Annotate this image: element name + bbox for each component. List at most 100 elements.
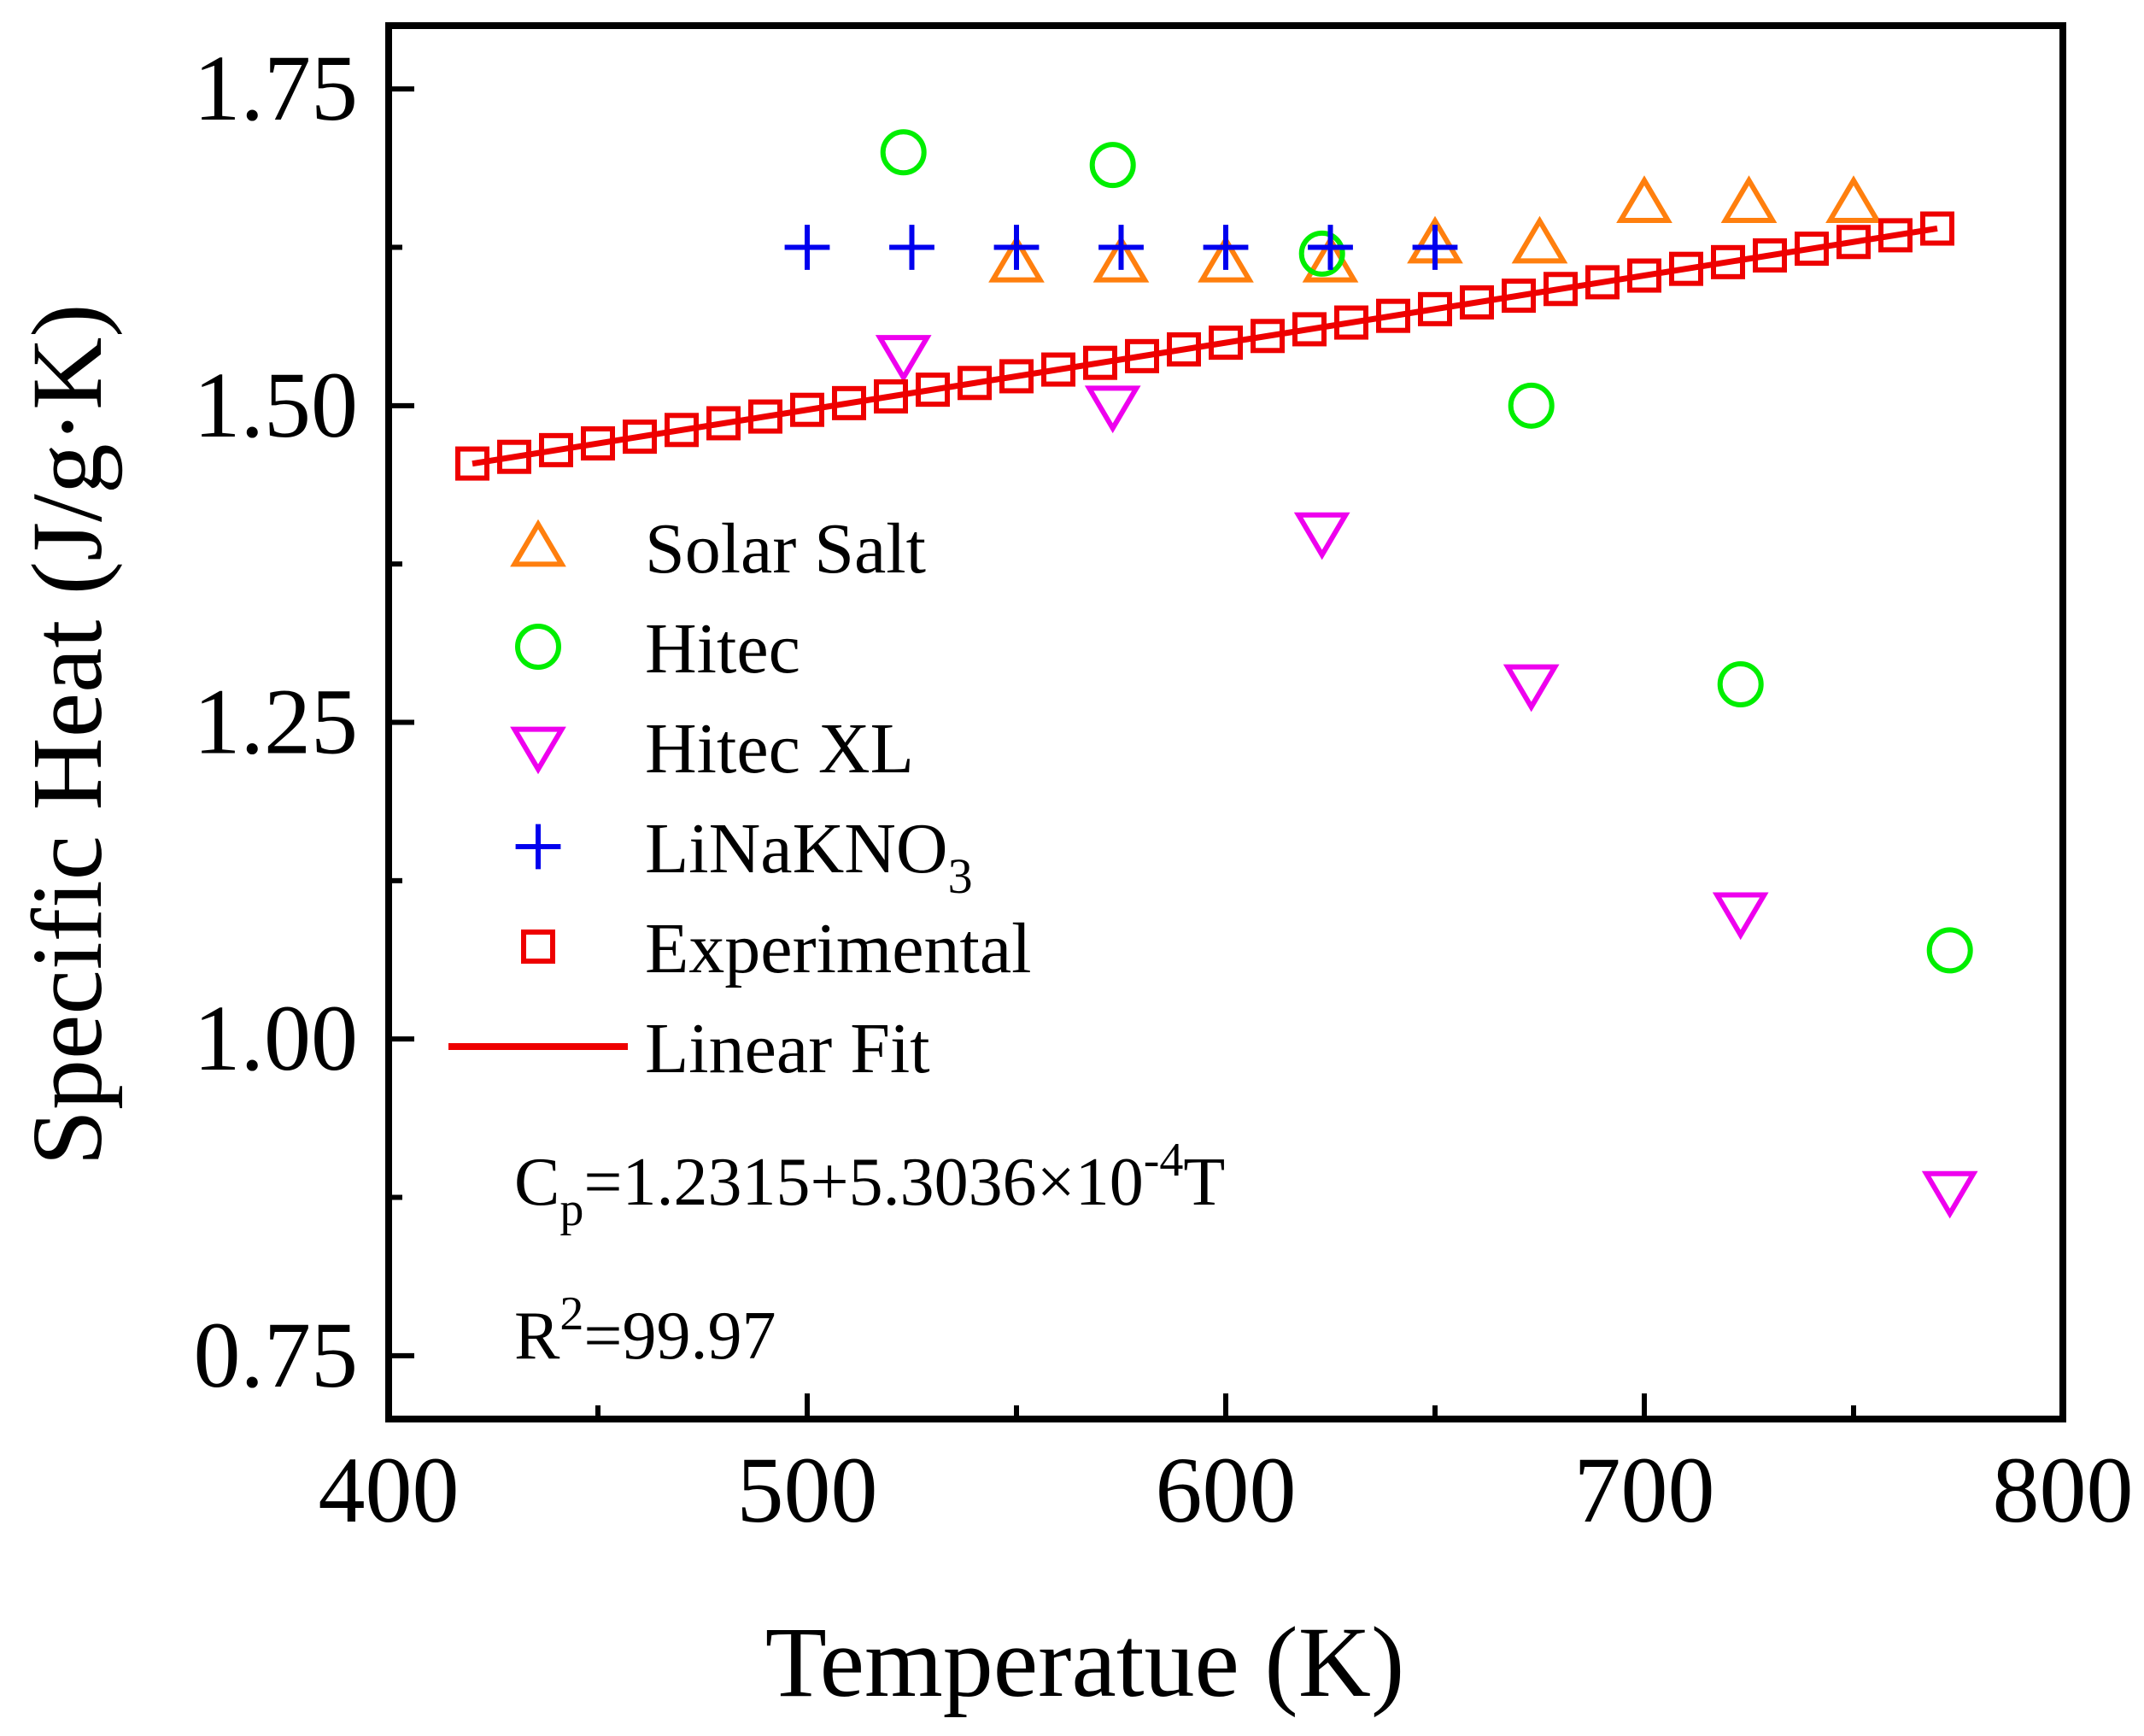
legend-swatch-triangle-up <box>510 519 566 567</box>
experimental-point <box>999 359 1034 394</box>
experimental-point <box>1544 272 1578 307</box>
hitec-xl-point <box>1084 385 1141 434</box>
linear-fit-line <box>472 225 1938 467</box>
solar-salt-point <box>1198 234 1254 283</box>
equation-c: C <box>514 1145 559 1220</box>
legend-item-hitec-xl: Hitec XL <box>510 709 914 789</box>
r2-value: =99.97 <box>583 1299 776 1374</box>
experimental-point <box>748 399 782 434</box>
hitec-point <box>1089 142 1136 189</box>
x-tick-label: 700 <box>1574 1438 1715 1542</box>
experimental-point <box>916 372 950 408</box>
hitec-point <box>1926 927 1973 974</box>
legend-label: Solar Salt <box>645 509 926 589</box>
experimental-point <box>497 439 531 474</box>
legend-item-hitec: Hitec <box>515 609 800 689</box>
experimental-point <box>1251 319 1285 354</box>
experimental-point <box>958 366 992 401</box>
experimental-point <box>1627 258 1661 293</box>
hitec-xl-point <box>1503 664 1560 713</box>
experimental-point <box>1083 345 1117 380</box>
y-tick-label: 0.75 <box>194 1303 359 1407</box>
experimental-point <box>581 426 615 461</box>
series-experimental <box>455 211 1954 481</box>
experimental-point <box>832 385 866 420</box>
equation-body: =1.2315+5.3036×10 <box>583 1145 1143 1220</box>
x-tick-label: 800 <box>1993 1438 2134 1542</box>
hitec-xl-point <box>1293 512 1350 560</box>
series-hitec <box>880 129 1973 974</box>
r2-r: R <box>514 1299 560 1374</box>
experimental-point <box>1795 232 1829 267</box>
data-marks <box>455 129 1978 1219</box>
svg-text:Cp=1.2315+5.3036×10-4T: Cp=1.2315+5.3036×10-4T <box>514 1134 1225 1236</box>
r2-exponent: 2 <box>559 1287 583 1340</box>
solar-salt-point <box>1616 175 1672 223</box>
x-axis-ticks: 400 500 600 700 800 <box>319 1393 2134 1542</box>
linakno-point <box>1098 225 1144 270</box>
experimental-point <box>1878 218 1913 253</box>
legend-label: Hitec XL <box>645 709 914 789</box>
y-axis-title: Specific Heat (J/g·K) <box>11 303 123 1165</box>
experimental-point <box>623 419 657 455</box>
x-tick-label: 500 <box>737 1438 878 1542</box>
legend-swatch-square <box>521 930 555 964</box>
linakno-point <box>1308 225 1353 270</box>
linakno-point <box>889 225 934 270</box>
hitec-xl-point <box>875 335 932 383</box>
experimental-point <box>665 413 699 448</box>
y-tick-label: 1.50 <box>194 353 359 457</box>
hitec-point <box>1508 382 1555 429</box>
legend-label: Experimental <box>645 909 1031 988</box>
hitec-point <box>880 129 927 176</box>
legend-swatch-circle <box>515 624 561 670</box>
experimental-point <box>1376 298 1410 333</box>
linakno-point <box>1412 225 1458 270</box>
x-tick-label: 600 <box>1156 1438 1297 1542</box>
equation-annotation: Cp=1.2315+5.3036×10-4T <box>514 1134 1225 1236</box>
experimental-point <box>1753 238 1787 273</box>
experimental-point <box>539 432 573 467</box>
solar-salt-point <box>1093 234 1150 283</box>
hitec-point <box>1717 661 1764 708</box>
linakno-point <box>993 225 1040 270</box>
series-linakno <box>784 225 1458 270</box>
experimental-point <box>790 392 824 427</box>
legend-item-experimental: Experimental <box>521 909 1031 988</box>
series-hitec-xl <box>875 335 1978 1219</box>
equation-c-subscript: p <box>559 1183 583 1236</box>
r-squared-annotation: R2=99.97 <box>514 1287 776 1374</box>
y-tick-label: 1.75 <box>194 36 359 140</box>
legend-label: Hitec <box>645 609 800 689</box>
experimental-point <box>455 446 489 481</box>
solar-salt-point <box>1825 175 1882 223</box>
hitec-xl-point <box>1712 892 1769 941</box>
solar-salt-point <box>1511 215 1568 264</box>
y-tick-label: 1.00 <box>194 986 359 1090</box>
y-axis-ticks: 0.75 1.00 1.25 1.50 1.75 <box>194 36 414 1407</box>
experimental-point <box>1502 279 1536 314</box>
legend-swatch-plus <box>515 824 561 870</box>
linakno-point <box>1203 225 1249 270</box>
experimental-point <box>1418 291 1452 326</box>
linakno-point <box>784 225 830 270</box>
legend-swatch-triangle-down <box>510 726 566 775</box>
x-tick-label: 400 <box>319 1438 460 1542</box>
legend-item-solar-salt: Solar Salt <box>510 509 926 589</box>
x-axis-title: Temperatue (K) <box>765 1606 1405 1718</box>
equation-exponent: -4 <box>1144 1134 1184 1187</box>
experimental-point <box>706 406 741 441</box>
experimental-point <box>1460 284 1494 320</box>
equation-tail: T <box>1183 1145 1225 1220</box>
experimental-point <box>1292 312 1327 347</box>
hitec-xl-point <box>1921 1170 1978 1219</box>
legend-item-linear-fit: Linear Fit <box>448 1009 930 1088</box>
experimental-point <box>1125 338 1159 373</box>
legend-label: LiNaKNO3 <box>645 809 973 904</box>
svg-text:R2=99.97: R2=99.97 <box>514 1287 776 1374</box>
experimental-point <box>874 378 908 413</box>
legend: Solar Salt Hitec Hitec XL LiNaKNO3Experimen… <box>448 509 1031 1088</box>
solar-salt-point <box>1720 175 1778 223</box>
experimental-point <box>1920 211 1954 246</box>
